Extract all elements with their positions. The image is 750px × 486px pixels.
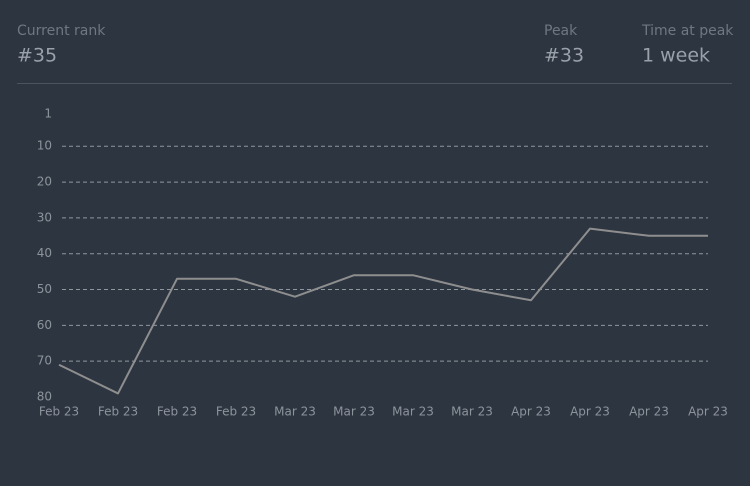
y-tick-label: 1 (44, 107, 52, 121)
x-tick-label: Apr 23 (570, 405, 610, 419)
y-tick-label: 60 (37, 318, 52, 332)
peak-label: Peak (544, 23, 578, 39)
y-tick-label: 80 (37, 390, 52, 404)
x-tick-label: Apr 23 (629, 405, 669, 419)
current-rank: #35 (17, 45, 57, 67)
x-tick-label: Apr 23 (688, 405, 728, 419)
y-tick-label: 20 (37, 175, 52, 189)
x-tick-label: Mar 23 (274, 405, 316, 419)
rank-line (58, 227, 708, 395)
y-tick-label: 40 (37, 246, 52, 260)
x-tick-label: Feb 23 (157, 405, 197, 419)
x-tick-label: Apr 23 (511, 405, 551, 419)
x-tick-label: Mar 23 (333, 405, 375, 419)
y-tick-label: 50 (37, 282, 52, 296)
y-tick-label: 70 (37, 354, 52, 368)
x-tick-label: Feb 23 (216, 405, 256, 419)
y-tick-label: 10 (37, 139, 52, 153)
x-tick-label: Feb 23 (98, 405, 138, 419)
peak: #33 (544, 45, 584, 67)
current-rank-label: Current rank (17, 23, 106, 39)
x-tick-label: Feb 23 (39, 405, 79, 419)
time-at-peak: 1 week (642, 45, 710, 67)
time-at-peak-label: Time at peak (641, 23, 734, 39)
x-tick-label: Mar 23 (451, 405, 493, 419)
y-tick-label: 30 (37, 210, 52, 224)
x-tick-label: Mar 23 (392, 405, 434, 419)
